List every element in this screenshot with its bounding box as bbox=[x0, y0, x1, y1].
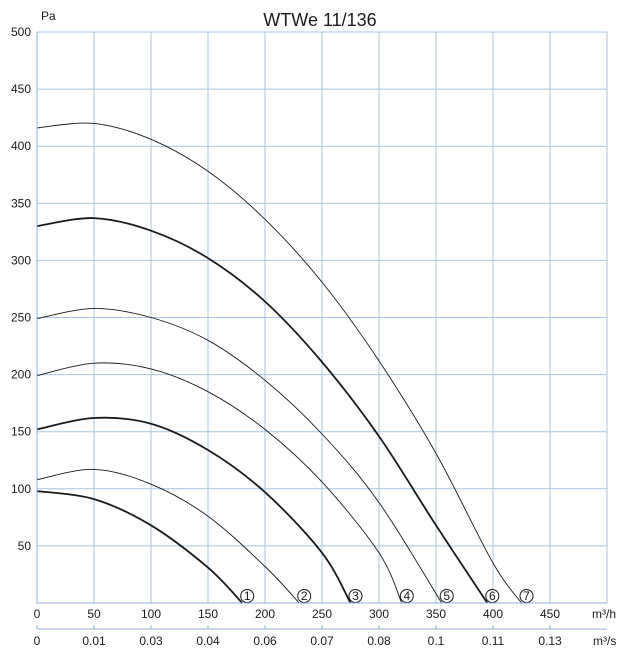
secondary-x-tick-label: 0.11 bbox=[482, 634, 505, 648]
secondary-x-tick-label: 0 bbox=[34, 634, 41, 648]
curve-labels: 1 2 3 4 5 6 7 bbox=[240, 589, 534, 603]
y-tick-label: 150 bbox=[11, 425, 31, 439]
x-tick-label: 50 bbox=[87, 607, 101, 621]
chart-title: WTWe 11/136 bbox=[263, 10, 376, 30]
fan-curve-5 bbox=[36, 307, 443, 604]
curve-label-1: 1 bbox=[244, 589, 251, 603]
x-axis-unit-secondary: m³/s bbox=[593, 634, 616, 648]
y-tick-label: 300 bbox=[11, 253, 31, 267]
curve-label-7: 7 bbox=[523, 589, 530, 603]
grid-lines bbox=[36, 31, 608, 604]
x-tick-label: 0 bbox=[34, 607, 41, 621]
y-tick-label: 250 bbox=[11, 311, 31, 325]
fan-curve-3 bbox=[36, 416, 352, 604]
y-tick-label: 350 bbox=[11, 196, 31, 210]
curve-label-6: 6 bbox=[489, 589, 496, 603]
y-tick-label: 200 bbox=[11, 368, 31, 382]
curve-label-3: 3 bbox=[352, 589, 359, 603]
curve-label-5: 5 bbox=[443, 589, 450, 603]
secondary-x-tick-label: 0.13 bbox=[538, 634, 562, 648]
secondary-x-tick-label: 0.04 bbox=[196, 634, 220, 648]
y-tick-label: 500 bbox=[11, 25, 31, 39]
secondary-x-tick-label: 0.06 bbox=[253, 634, 277, 648]
secondary-x-tick-label: 0.1 bbox=[428, 634, 445, 648]
y-tick-label: 50 bbox=[18, 539, 32, 553]
fan-curve-1 bbox=[36, 490, 243, 604]
fan-curve-7 bbox=[36, 122, 522, 604]
x-tick-label: 250 bbox=[312, 607, 332, 621]
x-tick-label: 450 bbox=[540, 607, 560, 621]
x-tick-label: 150 bbox=[198, 607, 218, 621]
y-tick-label: 450 bbox=[11, 82, 31, 96]
secondary-x-tick-label: 0.01 bbox=[82, 634, 106, 648]
y-tick-label: 100 bbox=[11, 482, 31, 496]
x-tick-label: 300 bbox=[369, 607, 389, 621]
curve-label-4: 4 bbox=[403, 589, 410, 603]
y-tick-label: 400 bbox=[11, 139, 31, 153]
x-tick-label: 350 bbox=[426, 607, 446, 621]
fan-curve-4 bbox=[36, 362, 403, 604]
fan-curves bbox=[36, 122, 522, 604]
secondary-x-tick-label: 0.07 bbox=[310, 634, 334, 648]
curve-label-2: 2 bbox=[301, 589, 308, 603]
x-tick-label: 100 bbox=[141, 607, 161, 621]
x-tick-label: 200 bbox=[255, 607, 275, 621]
x-tick-label: 400 bbox=[483, 607, 503, 621]
fan-curve-2 bbox=[36, 468, 300, 604]
y-axis-unit: Pa bbox=[41, 9, 56, 23]
x-axis-unit-primary: m³/h bbox=[592, 607, 616, 621]
secondary-x-tick-label: 0.03 bbox=[139, 634, 163, 648]
secondary-x-tick-label: 0.08 bbox=[367, 634, 391, 648]
fan-curve-6 bbox=[36, 217, 489, 604]
